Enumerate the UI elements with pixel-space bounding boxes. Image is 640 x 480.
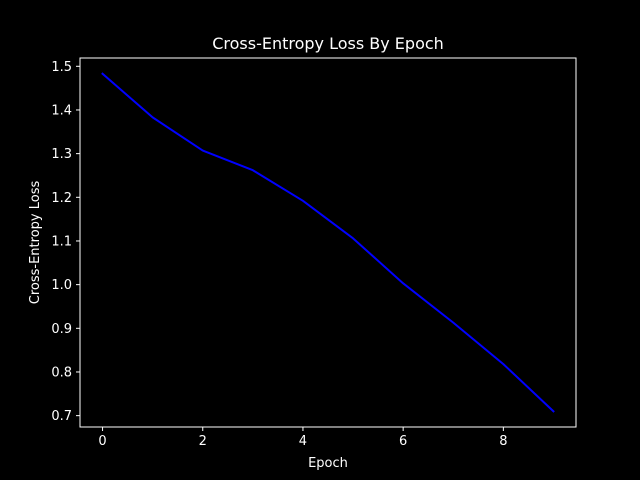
x-axis-label: Epoch	[308, 456, 348, 471]
x-axis-ticks: 0 2 4 6 8	[98, 427, 507, 449]
plot-frame	[79, 57, 577, 428]
x-tick-label: 2	[199, 434, 207, 449]
y-tick-label: 1.5	[51, 60, 72, 75]
series-layer	[101, 72, 555, 413]
y-tick-label: 1.0	[51, 278, 72, 293]
y-tick-label: 0.8	[51, 365, 72, 380]
x-tick-label: 0	[98, 434, 106, 449]
y-tick-label: 1.3	[51, 147, 72, 162]
y-tick-label: 0.7	[51, 409, 72, 424]
y-tick-label: 1.2	[51, 191, 72, 206]
x-tick-label: 4	[299, 434, 307, 449]
y-axis-ticks: 0.7 0.8 0.9 1.0 1.1 1.2 1.3 1.4 1.5	[51, 60, 80, 424]
chart-title: Cross-Entropy Loss By Epoch	[212, 34, 444, 53]
x-tick-label: 6	[399, 434, 407, 449]
y-tick-label: 0.9	[51, 322, 72, 337]
plot-area: 0 2 4 6 8 0.7 0.8 0.9 1.0 1.1 1.2 1.3 1.4 1.5	[51, 57, 577, 449]
y-axis-label: Cross-Entropy Loss	[28, 181, 43, 305]
x-tick-label: 8	[499, 434, 507, 449]
y-tick-label: 1.4	[51, 103, 72, 118]
y-tick-label: 1.1	[51, 234, 72, 249]
loss-series-line	[101, 72, 555, 413]
